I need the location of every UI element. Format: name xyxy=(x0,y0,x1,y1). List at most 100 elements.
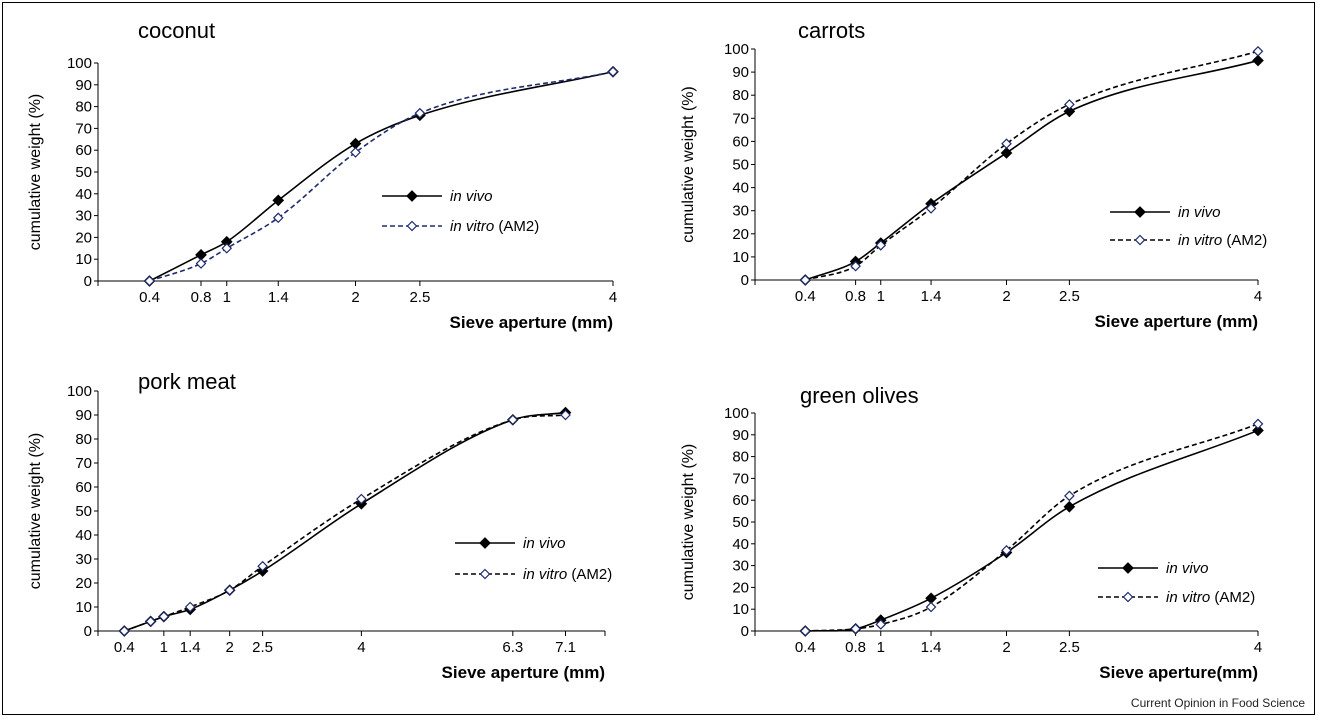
series-line-in-vitro xyxy=(805,423,1259,632)
x-tick-label: 2.5 xyxy=(1059,288,1080,305)
y-tick-label: 30 xyxy=(75,551,92,568)
y-tick-label: 100 xyxy=(67,55,92,72)
legend: in vivo in vitro (AM2) xyxy=(1098,560,1255,606)
x-tick-label: 0.4 xyxy=(139,289,160,306)
data-point-in-vitro xyxy=(195,258,207,269)
x-tick-label: 0.8 xyxy=(845,288,866,305)
legend-label-in-vitro: in vitro (AM2) xyxy=(1166,589,1255,606)
data-point-in-vivo xyxy=(272,194,285,207)
x-tick-label: 0.4 xyxy=(795,639,816,656)
x-tick-label: 4 xyxy=(1254,639,1262,656)
data-point-in-vivo xyxy=(1063,500,1076,513)
x-tick-label: 1 xyxy=(223,289,231,306)
y-tick-label: 30 xyxy=(732,558,749,575)
legend-marker-in-vitro xyxy=(479,568,491,580)
x-tick-label: 7.1 xyxy=(555,639,576,656)
data-point-in-vitro xyxy=(145,616,157,627)
data-point-in-vitro xyxy=(560,409,571,421)
y-tick-label: 40 xyxy=(732,536,749,553)
data-point-in-vitro xyxy=(1001,138,1012,150)
legend-label-in-vivo: in vivo xyxy=(450,188,493,205)
data-point-in-vitro xyxy=(850,623,861,635)
y-tick-label: 0 xyxy=(741,623,749,640)
legend-label-in-vitro: in vitro (AM2) xyxy=(523,566,612,583)
legend-label-in-vitro-italic: in vitro xyxy=(450,218,494,235)
series-line-in-vitro xyxy=(149,70,614,282)
data-point-in-vitro xyxy=(118,625,130,637)
y-tick-label: 50 xyxy=(75,164,92,181)
x-tick-label: 2 xyxy=(351,289,359,306)
data-point-in-vitro xyxy=(1001,544,1012,556)
y-tick-label: 80 xyxy=(732,449,749,466)
y-tick-label: 80 xyxy=(75,431,92,448)
chart-title: green olives xyxy=(800,383,919,408)
x-tick-label: 2 xyxy=(1002,288,1010,305)
chart-panel-1: carrots 0 10 20 30 40 50 60 70 80 90 100 0.4 0.8 1 1.4 2… xyxy=(680,18,1267,331)
y-tick-label: 0 xyxy=(84,623,92,640)
x-tick-label: 0.8 xyxy=(191,289,212,306)
y-tick-label: 50 xyxy=(732,514,749,531)
y-tick-label: 20 xyxy=(732,226,749,243)
x-tick-label: 1 xyxy=(160,639,168,656)
data-point-in-vitro xyxy=(925,203,937,214)
x-tick-label: 1.4 xyxy=(180,639,201,656)
x-axis-label: Sieve aperture (mm) xyxy=(1095,312,1258,331)
y-tick-label: 30 xyxy=(75,208,92,225)
y-tick-label: 10 xyxy=(75,599,92,616)
series-line-in-vitro xyxy=(124,414,566,632)
chart-panel-0: coconut 0 10 20 30 40 50 60 70 80 90 100 0.4 0.8 1 1.4 2… xyxy=(27,18,619,332)
legend-label-in-vivo: in vivo xyxy=(1166,560,1209,577)
series-line-in-vivo xyxy=(149,70,614,282)
y-tick-label: 60 xyxy=(732,133,749,150)
x-tick-label: 4 xyxy=(357,639,365,656)
chart-title: carrots xyxy=(798,18,865,43)
legend-label-in-vitro-italic: in vitro xyxy=(523,566,567,583)
data-point-in-vivo xyxy=(1063,105,1076,118)
data-point-in-vitro xyxy=(350,147,361,158)
data-point-in-vitro xyxy=(1064,99,1075,110)
x-tick-label: 0.4 xyxy=(114,639,135,656)
y-tick-label: 50 xyxy=(75,503,92,520)
y-tick-label: 30 xyxy=(732,203,749,220)
x-tick-label: 4 xyxy=(1254,288,1262,305)
data-point-in-vivo xyxy=(1000,147,1013,159)
chart-panel-2: pork meat 0 10 20 30 40 50 60 70 80 90 100 0.4 1 1.4 2 2… xyxy=(27,369,612,682)
y-tick-label: 70 xyxy=(75,455,92,472)
x-axis-label: Sieve aperture (mm) xyxy=(450,313,613,332)
legend-label-in-vitro-suffix: (AM2) xyxy=(494,218,539,235)
legend-marker-in-vitro xyxy=(1134,234,1146,246)
legend-label-in-vivo: in vivo xyxy=(523,535,566,552)
x-tick-label: 1 xyxy=(877,639,885,656)
y-tick-label: 10 xyxy=(732,249,749,266)
y-tick-label: 60 xyxy=(75,479,92,496)
data-point-in-vitro xyxy=(158,611,170,622)
y-tick-label: 20 xyxy=(75,575,92,592)
data-point-in-vitro xyxy=(184,601,196,613)
x-tick-label: 1 xyxy=(877,288,885,305)
legend-label-in-vitro-suffix: (AM2) xyxy=(1210,589,1255,606)
data-point-in-vitro xyxy=(144,275,155,287)
y-tick-label: 60 xyxy=(732,492,749,509)
chart-title: pork meat xyxy=(138,369,236,394)
legend-label-in-vitro-suffix: (AM2) xyxy=(567,566,612,583)
legend-label-in-vitro: in vitro (AM2) xyxy=(450,218,539,235)
legend-marker-in-vivo xyxy=(406,190,418,202)
legend: in vivo in vitro (AM2) xyxy=(1110,204,1267,249)
x-tick-label: 2.5 xyxy=(252,639,273,656)
x-tick-label: 1.4 xyxy=(921,639,942,656)
y-tick-label: 90 xyxy=(75,77,92,94)
y-tick-label: 20 xyxy=(732,579,749,596)
x-tick-label: 1.4 xyxy=(921,288,942,305)
y-tick-label: 100 xyxy=(724,41,749,58)
y-tick-label: 20 xyxy=(75,229,92,246)
data-point-in-vitro xyxy=(607,66,619,78)
x-tick-label: 2 xyxy=(226,639,234,656)
y-tick-label: 70 xyxy=(732,110,749,127)
data-point-in-vitro xyxy=(507,414,519,426)
series-line-in-vivo xyxy=(124,411,566,632)
chart-panel-3: green olives 0 10 20 30 40 50 60 70 80 90 100 0.4 0.8… xyxy=(680,383,1264,682)
legend-label-in-vitro-italic: in vitro xyxy=(1166,589,1210,606)
x-tick-label: 2.5 xyxy=(1059,639,1080,656)
